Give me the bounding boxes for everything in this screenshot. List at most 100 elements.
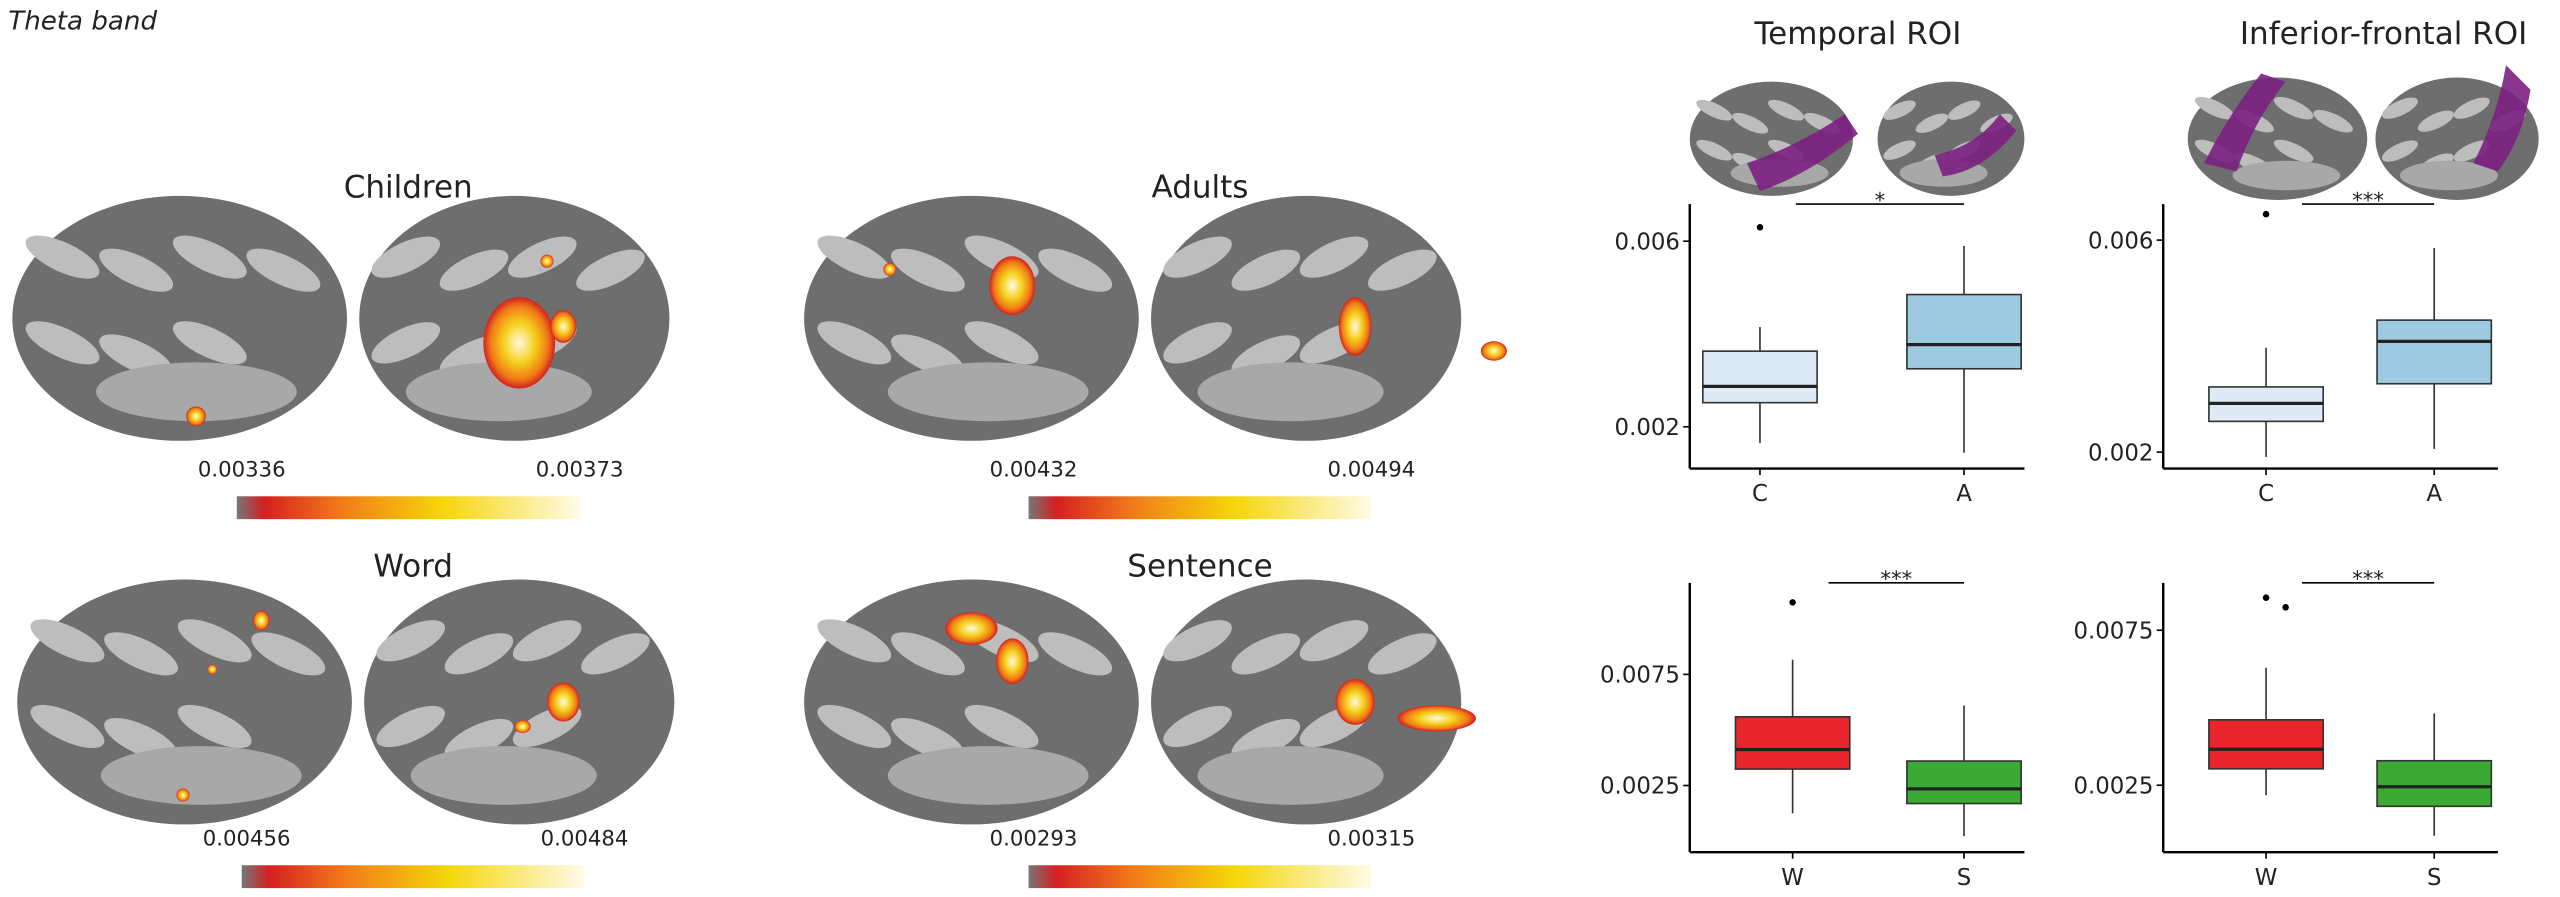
gyrus — [1163, 705, 1232, 748]
gyrus — [30, 619, 105, 663]
gyrus — [891, 248, 965, 292]
gyrus — [817, 619, 892, 663]
gyrus — [964, 704, 1039, 749]
gyrus — [1915, 113, 1949, 133]
x-tick-label: S — [2427, 865, 2442, 891]
brain — [804, 579, 1139, 825]
gyrus — [512, 620, 582, 662]
colorbar — [1028, 496, 1372, 520]
panel-title: Children — [344, 170, 473, 206]
outlier — [2282, 604, 2289, 611]
temporal-lobe — [405, 362, 592, 422]
gyrus — [444, 633, 514, 675]
significance-label: *** — [2352, 188, 2384, 213]
significance-label: *** — [1880, 567, 1912, 592]
x-tick-label: C — [2258, 481, 2274, 507]
activation — [1338, 297, 1372, 356]
gyrus — [177, 619, 252, 663]
y-tick-label: 0.006 — [1615, 229, 1680, 255]
y-tick-label: 0.0075 — [2073, 618, 2153, 644]
gyrus — [2381, 97, 2418, 119]
gyrus — [1367, 633, 1437, 675]
box — [1906, 760, 2022, 805]
temporal-lobe — [887, 362, 1089, 422]
colorbar — [1028, 865, 1372, 889]
gyrus — [817, 321, 892, 365]
brain — [17, 579, 352, 825]
brain — [804, 195, 1139, 441]
gyrus — [376, 620, 445, 662]
activation — [1480, 341, 1507, 361]
box-plot: 0.0025 0.0075 W S *** — [2073, 567, 2498, 891]
gyrus — [1163, 620, 1232, 662]
gyrus — [177, 704, 252, 749]
gyrus — [1038, 248, 1113, 292]
gyrus — [1163, 322, 1232, 364]
gyrus — [1768, 99, 1805, 121]
brain — [359, 195, 670, 441]
colorbar-min: 0.00456 — [203, 827, 291, 852]
gyrus — [1038, 632, 1113, 676]
box — [1702, 350, 1818, 404]
box-plots: Temporal ROI 0.002 0.006 C A * Inferior-fronta… — [1600, 16, 2527, 891]
gyrus — [99, 248, 174, 292]
gyrus — [1367, 249, 1437, 291]
activation — [1335, 679, 1375, 725]
gyrus — [371, 322, 441, 364]
gyrus — [371, 236, 441, 278]
roi — [1934, 114, 2017, 177]
outlier — [2262, 210, 2270, 218]
gyrus — [1163, 236, 1232, 278]
brain — [1877, 81, 2025, 196]
x-tick-label: S — [1957, 865, 1972, 891]
y-tick-label: 0.006 — [2088, 228, 2153, 254]
outlier — [1756, 224, 1764, 231]
activation — [995, 638, 1029, 685]
colorbar-max: 0.00373 — [536, 458, 624, 483]
brain — [1151, 579, 1476, 825]
activation — [546, 682, 580, 722]
significance-label: *** — [2352, 567, 2384, 592]
y-tick-label: 0.002 — [2088, 440, 2153, 466]
roi — [2204, 73, 2286, 172]
gyrus — [2194, 96, 2235, 120]
y-tick-label: 0.0075 — [1600, 663, 1680, 689]
chart-title: Inferior-frontal ROI — [2240, 16, 2527, 52]
box — [1734, 716, 1851, 770]
activation — [540, 254, 554, 268]
gyrus — [2381, 140, 2418, 162]
y-tick-label: 0.0025 — [2073, 773, 2153, 799]
activation — [483, 297, 556, 389]
activation — [253, 610, 270, 631]
activation — [945, 612, 998, 645]
significance-label: * — [1875, 188, 1886, 213]
panel-title: Word — [373, 548, 453, 584]
activation — [1397, 705, 1476, 732]
gyrus — [1732, 112, 1769, 134]
gyrus — [104, 632, 178, 676]
roi — [2473, 65, 2531, 172]
brain — [1151, 195, 1507, 441]
outlier — [1789, 599, 1796, 606]
chart-title: Temporal ROI — [1753, 16, 1961, 52]
gyrus — [1883, 100, 1916, 120]
gyrus — [25, 321, 100, 365]
brain — [2375, 65, 2539, 200]
temporal-lobe — [100, 746, 302, 805]
brain — [1689, 81, 1858, 196]
gyrus — [25, 235, 100, 279]
temporal-lobe — [1197, 362, 1384, 422]
box — [2376, 759, 2493, 808]
brain — [364, 579, 675, 825]
colorbar-max: 0.00484 — [541, 827, 629, 852]
gyrus — [2417, 110, 2454, 132]
colorbar-min: 0.00336 — [198, 458, 286, 483]
gyrus — [964, 321, 1039, 365]
gyrus — [2273, 96, 2314, 120]
temporal-lobe — [95, 362, 297, 422]
gyrus — [1299, 236, 1369, 278]
colorbar-max: 0.00494 — [1328, 458, 1416, 483]
gyrus — [581, 633, 650, 675]
gyrus — [576, 249, 645, 291]
